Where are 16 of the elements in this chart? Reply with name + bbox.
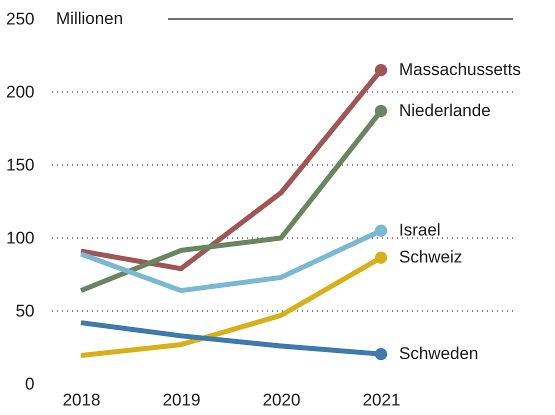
series-label: Schweden [399,344,478,364]
y-axis-title: Millionen [56,9,124,28]
x-tick-label: 2019 [162,390,200,410]
series-label: Massachussetts [399,60,521,80]
y-tick-label: 0 [25,374,34,394]
y-tick-label: 50 [16,302,34,320]
y-tick-label: 250 [6,10,34,28]
y-tick-label: 150 [6,156,34,174]
series-label: Schweiz [399,248,462,267]
series-label: Niederlande [399,100,491,120]
y-tick-label: 200 [6,82,34,102]
x-tick-label: 2018 [62,390,100,410]
x-tick-label: 2021 [362,390,400,410]
x-tick-label: 2020 [262,390,300,410]
series-label: Israel [399,220,441,240]
y-tick-label: 100 [6,228,34,248]
